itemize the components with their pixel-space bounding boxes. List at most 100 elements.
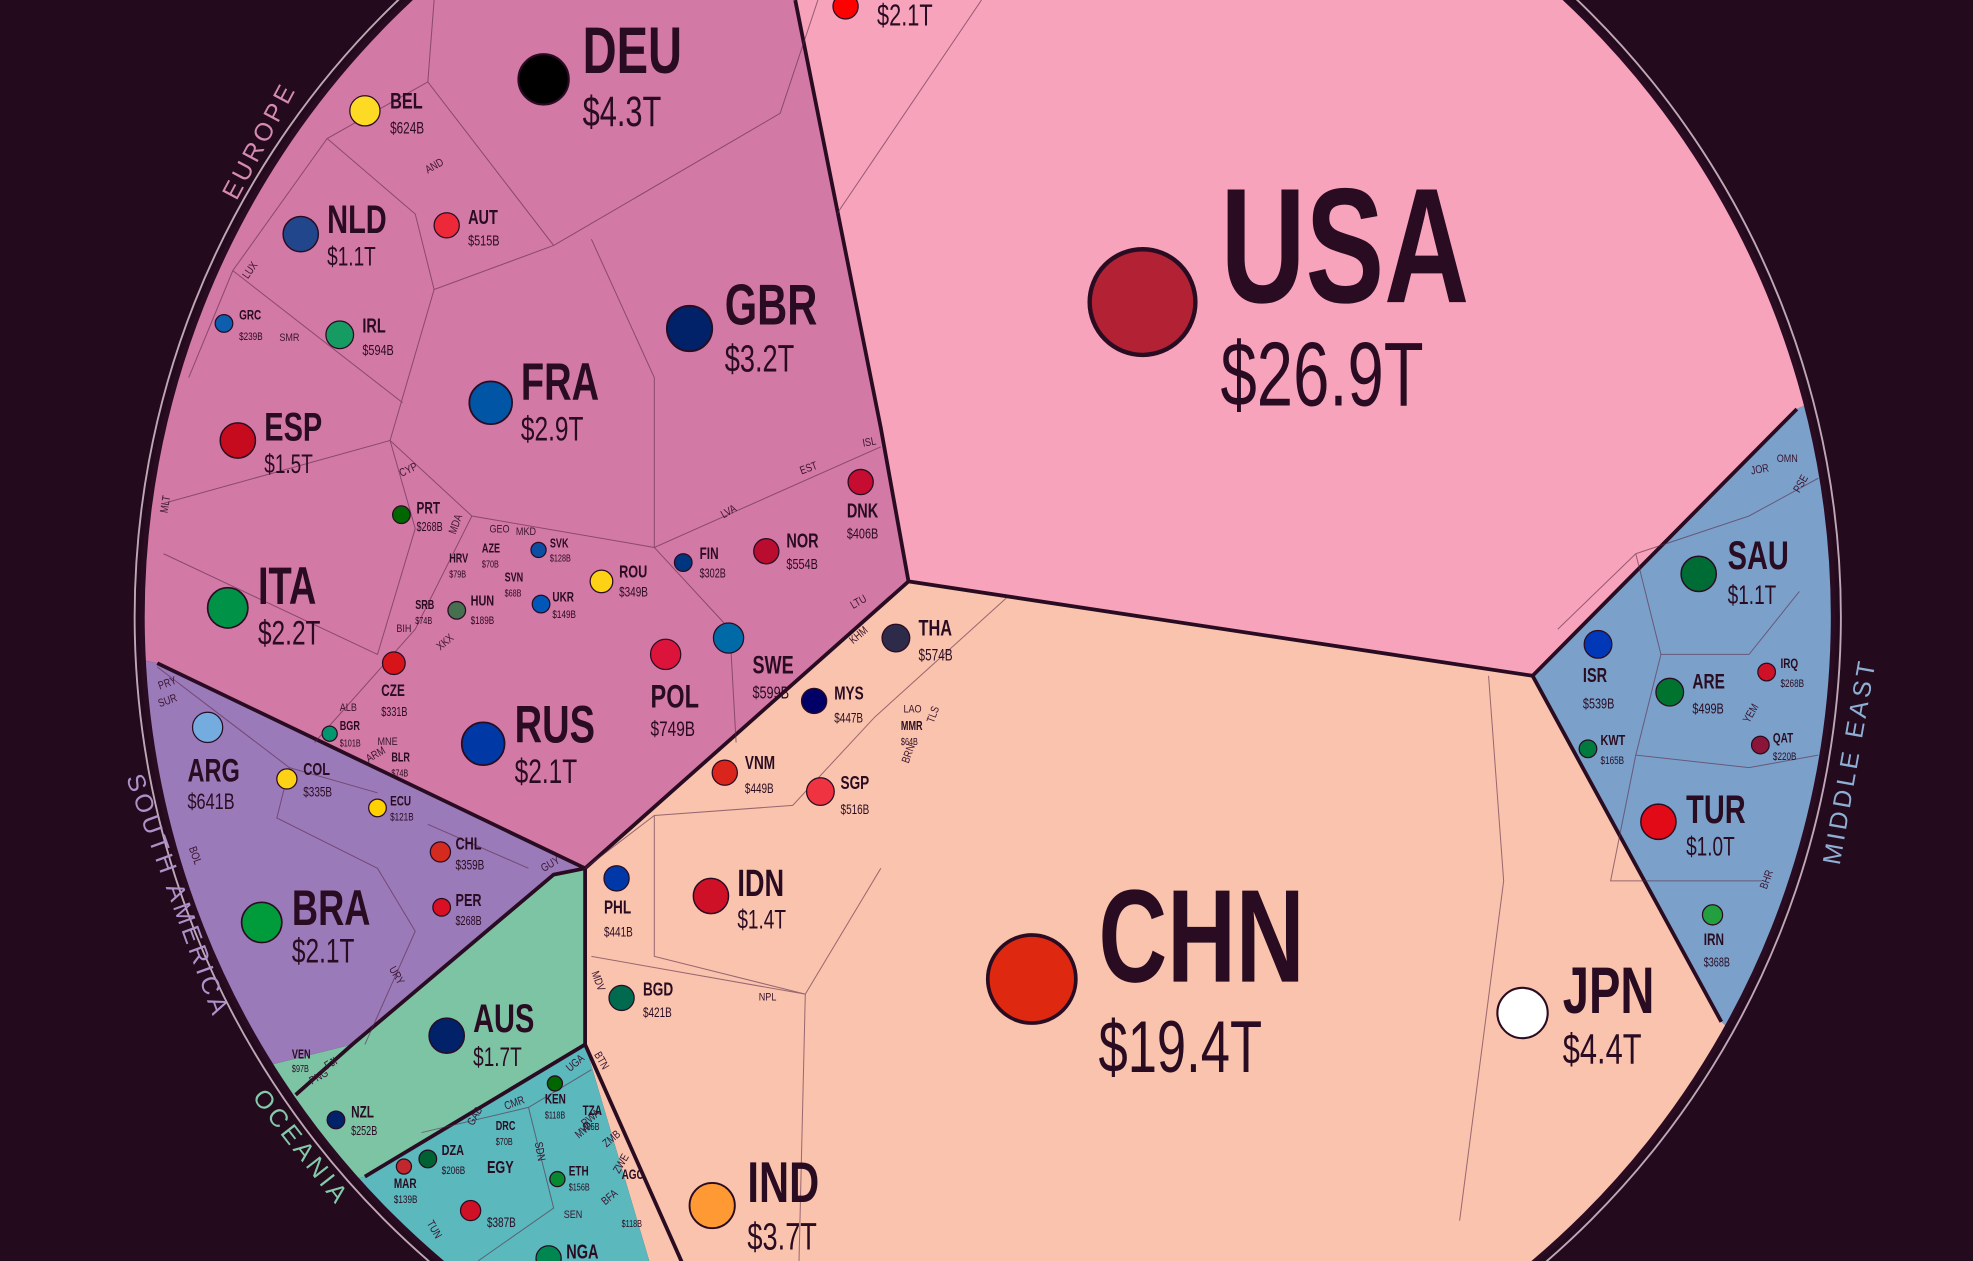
flag xyxy=(1757,662,1777,682)
flag xyxy=(530,541,547,559)
country-code: IND xyxy=(747,1149,819,1214)
country-gdp: $2.9T xyxy=(521,411,584,449)
country-gdp: $139B xyxy=(394,1194,418,1207)
country-code: SRB xyxy=(415,599,434,613)
country-gdp: $149B xyxy=(552,609,576,622)
country-code: CZE xyxy=(381,682,405,700)
small-cell-code: EST xyxy=(799,460,820,478)
country-code: SGP xyxy=(841,773,870,794)
country-code: DRC xyxy=(496,1120,516,1134)
country-code: DEU xyxy=(583,15,682,88)
flag xyxy=(753,538,780,565)
small-cell-code: GEO xyxy=(489,524,509,536)
country-code: AZE xyxy=(482,542,500,556)
small-cell-code: MNE xyxy=(377,736,397,748)
flag xyxy=(1578,739,1598,759)
country-code: SAU xyxy=(1728,533,1789,578)
flag xyxy=(603,865,630,892)
small-cell-code: ISL xyxy=(862,436,878,450)
flag xyxy=(673,553,693,572)
country-gdp: $121B xyxy=(390,811,414,824)
small-cell-code: ALB xyxy=(340,702,357,714)
country-code: CHN xyxy=(1098,863,1304,1010)
flag xyxy=(433,212,460,239)
country-code: FIN xyxy=(700,545,719,563)
flag xyxy=(1680,555,1718,593)
country-gdp: $220B xyxy=(1773,751,1797,764)
country-code: FRA xyxy=(521,352,599,412)
labels: USA$26.9T CHN$19.4T JPN$4.4T IND$3.7T DEU$4.… xyxy=(157,0,1811,1261)
flag xyxy=(418,1149,438,1169)
flag xyxy=(240,901,283,944)
region-borders xyxy=(156,0,1799,1261)
country-code: VNM xyxy=(745,753,775,774)
country-gdp: $641B xyxy=(187,790,234,815)
flag xyxy=(608,984,635,1012)
country-gdp: $359B xyxy=(456,857,485,873)
flag xyxy=(1750,735,1770,755)
country-gdp: $1.7T xyxy=(473,1042,522,1072)
flag xyxy=(460,721,506,767)
small-cell-code: MLT xyxy=(159,494,174,514)
country-code: NOR xyxy=(786,529,818,552)
country-gdp: $268B xyxy=(416,521,442,535)
country-gdp: $19.4T xyxy=(1098,1007,1262,1088)
country-gdp: $335B xyxy=(303,784,332,800)
flag xyxy=(535,1245,562,1261)
country-gdp: $1.1T xyxy=(327,241,376,271)
country-gdp: $252B xyxy=(351,1125,377,1139)
flag xyxy=(589,569,614,594)
country-code: VEN xyxy=(292,1048,311,1062)
country-gdp: $421B xyxy=(643,1004,672,1020)
country-gdp: $516B xyxy=(841,802,870,818)
country-gdp: $68B xyxy=(505,587,522,598)
country-gdp: $101B xyxy=(340,737,361,748)
country-code: SVK xyxy=(550,537,569,551)
small-cell-code: SDN xyxy=(532,1141,547,1162)
country-code: USA xyxy=(1221,155,1470,337)
flag xyxy=(1701,904,1724,926)
flag xyxy=(517,53,570,106)
flag xyxy=(276,768,298,790)
country-code: QAT xyxy=(1773,730,1794,746)
country-code: ITA xyxy=(258,556,316,616)
small-cell-code: NPL xyxy=(759,992,777,1004)
country-gdp: $449B xyxy=(745,780,774,796)
country-gdp: $70B xyxy=(482,558,499,569)
country-gdp: $554B xyxy=(786,555,818,572)
flag xyxy=(847,468,874,496)
country-code: GRC xyxy=(239,307,261,323)
country-code: NZL xyxy=(351,1104,374,1122)
country-code: HUN xyxy=(471,592,495,609)
country-gdp: $189B xyxy=(471,615,495,628)
country-gdp: $118B xyxy=(622,1218,643,1229)
country-gdp: $624B xyxy=(390,120,424,138)
country-gdp: $239B xyxy=(239,331,263,344)
country-gdp: $1.0T xyxy=(1686,832,1735,862)
country-gdp: $1.1T xyxy=(1728,580,1777,610)
flag xyxy=(326,1110,346,1130)
country-gdp: $4.3T xyxy=(583,87,662,135)
country-code: BLR xyxy=(391,751,410,765)
country-gdp: $594B xyxy=(362,341,394,358)
flag xyxy=(432,897,452,917)
country-code: MAR xyxy=(394,1175,417,1191)
country-code: COL xyxy=(303,760,330,780)
country-code: ROU xyxy=(619,563,647,583)
country-gdp: $574B xyxy=(919,647,953,665)
country-code: AGO xyxy=(622,1166,645,1182)
country-gdp: $1.5T xyxy=(264,449,313,479)
flag xyxy=(881,623,911,653)
country-gdp: $331B xyxy=(381,706,407,720)
country-code: THA xyxy=(919,616,952,641)
country-code: ECU xyxy=(390,793,411,809)
flag xyxy=(1655,677,1685,707)
flag xyxy=(805,777,835,807)
flag xyxy=(381,651,406,676)
country-gdp: $447B xyxy=(834,710,863,726)
country-gdp: $74B xyxy=(391,767,408,778)
country-gdp: $2.1T xyxy=(515,753,578,791)
small-cell-code: SMR xyxy=(279,332,299,344)
country-gdp: $539B xyxy=(1583,695,1615,712)
